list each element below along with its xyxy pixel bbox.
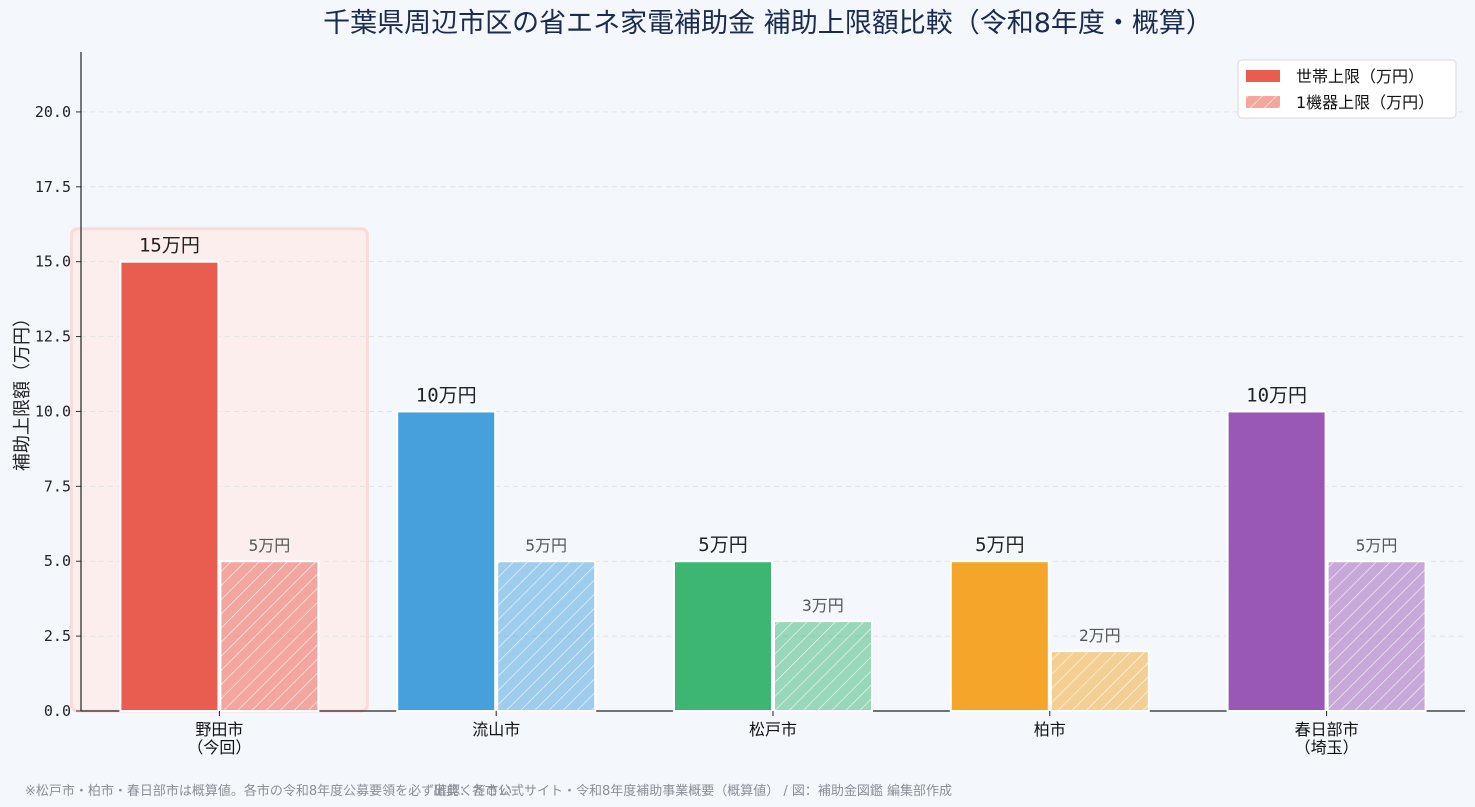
data-label-household: 5万円 bbox=[975, 534, 1024, 556]
x-tick-label: 春日部市 bbox=[1295, 720, 1359, 739]
y-tick-label: 10.0 bbox=[35, 402, 71, 420]
y-tick-label: 2.5 bbox=[44, 627, 71, 645]
legend-label-per-appliance: 1機器上限（万円） bbox=[1296, 93, 1434, 112]
chart-title: 千葉県周辺市区の省エネ家電補助金 補助上限額比較（令和8年度・概算） bbox=[323, 8, 1213, 39]
x-tick-label: （今回） bbox=[187, 738, 251, 757]
data-label-per-appliance: 5万円 bbox=[1356, 536, 1398, 555]
bar-hatch bbox=[1050, 651, 1149, 711]
legend-label-household: 世帯上限（万円） bbox=[1296, 67, 1424, 86]
x-tick-label: 松戸市 bbox=[749, 720, 797, 739]
y-tick-label: 15.0 bbox=[35, 253, 71, 271]
y-tick-label: 20.0 bbox=[35, 103, 71, 121]
data-label-household: 10万円 bbox=[1246, 384, 1307, 406]
data-label-per-appliance: 3万円 bbox=[802, 596, 844, 615]
data-label-household: 15万円 bbox=[139, 235, 200, 257]
bar-hatch bbox=[1327, 561, 1426, 711]
bar-household-limit bbox=[673, 560, 773, 713]
y-tick-label: 0.0 bbox=[44, 702, 71, 720]
legend-swatch-per-appliance-hatch bbox=[1246, 96, 1280, 108]
x-tick-label: 流山市 bbox=[472, 720, 520, 739]
footnote-source: 出典：各市公式サイト・令和8年度補助事業概要（概算値） / 図：補助金図鑑 編集… bbox=[433, 784, 953, 799]
x-tick-label: 野田市 bbox=[195, 720, 243, 739]
plot-area: 0.0 2.5 5.0 7.5 10.0 12.5 15.0 17.5 20.0 15万円 5万円野… bbox=[35, 52, 1465, 757]
legend-swatch-household bbox=[1246, 70, 1280, 82]
legend: 世帯上限（万円） 1機器上限（万円） bbox=[1237, 59, 1457, 119]
bar-hatch bbox=[497, 561, 596, 711]
y-tick-label: 12.5 bbox=[35, 328, 71, 346]
bar-household-limit bbox=[949, 560, 1050, 713]
bar-household-limit bbox=[396, 410, 497, 712]
data-label-per-appliance: 5万円 bbox=[249, 536, 291, 555]
y-tick-label: 7.5 bbox=[44, 477, 71, 495]
x-tick-label: 柏市 bbox=[1034, 720, 1066, 739]
bar-hatch bbox=[774, 621, 872, 711]
bar-household-limit bbox=[119, 260, 220, 712]
bar-household-limit bbox=[1226, 410, 1327, 712]
legend-box bbox=[1237, 59, 1457, 119]
footnote-note: ※松戸市・柏市・春日部市は概算値。各市の令和8年度公募要領を必ず確認ください bbox=[25, 784, 513, 799]
y-tick-label: 5.0 bbox=[44, 552, 71, 570]
data-label-household: 5万円 bbox=[698, 534, 747, 556]
data-label-household: 10万円 bbox=[416, 384, 477, 406]
y-axis-label: 補助上限額（万円） bbox=[12, 309, 33, 471]
bar-hatch bbox=[220, 561, 319, 711]
data-label-per-appliance: 5万円 bbox=[525, 536, 567, 555]
data-label-per-appliance: 2万円 bbox=[1079, 626, 1121, 645]
y-tick-label: 17.5 bbox=[35, 178, 71, 196]
x-tick-label: （埼玉） bbox=[1295, 738, 1359, 757]
